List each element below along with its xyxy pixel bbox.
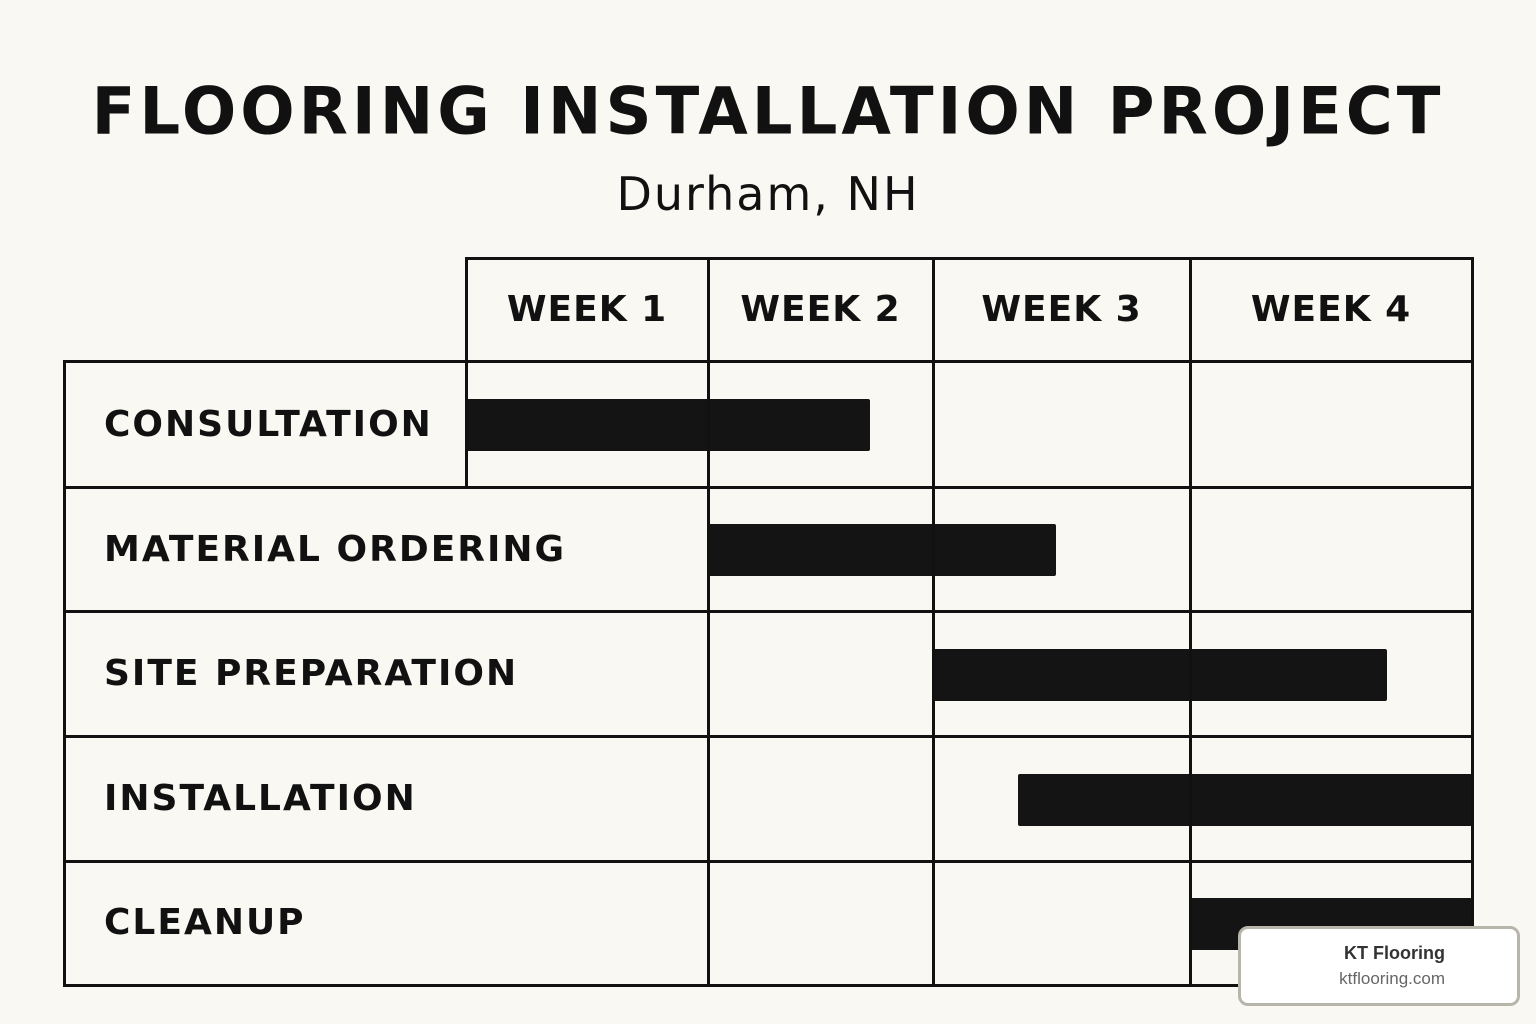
task-bar xyxy=(466,399,870,451)
grid-line xyxy=(63,486,1474,489)
grid-line xyxy=(1471,257,1474,986)
task-label-site-preparation: SITE PREPARATION xyxy=(104,652,519,694)
brand-logo-icon: KT xyxy=(1451,945,1503,988)
grid-line xyxy=(932,257,935,986)
task-bar xyxy=(1017,773,1472,826)
week-header-1: WEEK 1 xyxy=(506,289,668,330)
task-bar xyxy=(933,648,1388,701)
grid-line xyxy=(63,360,1474,363)
chart-subtitle: Durham, NH xyxy=(616,167,920,221)
week-header-3: WEEK 3 xyxy=(981,289,1142,330)
grid-line xyxy=(465,257,1474,260)
brand-url: ktflooring.com xyxy=(1339,969,1445,988)
week-header-4: WEEK 4 xyxy=(1250,289,1412,330)
grid-line xyxy=(63,984,1474,987)
grid-line xyxy=(707,257,710,986)
week-header-2: WEEK 2 xyxy=(740,289,901,330)
brand-badge: KT Flooring ktflooring.com KT xyxy=(1238,926,1520,1006)
grid-line xyxy=(63,610,1474,613)
task-label-cleanup: CLEANUP xyxy=(104,901,306,943)
task-label-material-ordering: MATERIAL ORDERING xyxy=(104,528,567,570)
grid-line xyxy=(63,360,66,986)
grid-line xyxy=(1189,257,1192,986)
brand-name: KT Flooring xyxy=(1344,943,1445,963)
task-label-installation: INSTALLATION xyxy=(104,777,417,819)
task-bar xyxy=(708,524,1057,576)
grid-line xyxy=(465,257,468,487)
chart-title: FLOORING INSTALLATION PROJECT xyxy=(91,74,1445,150)
grid-line xyxy=(63,860,1474,863)
task-label-consultation: CONSULTATION xyxy=(104,403,433,445)
grid-line xyxy=(63,735,1474,738)
